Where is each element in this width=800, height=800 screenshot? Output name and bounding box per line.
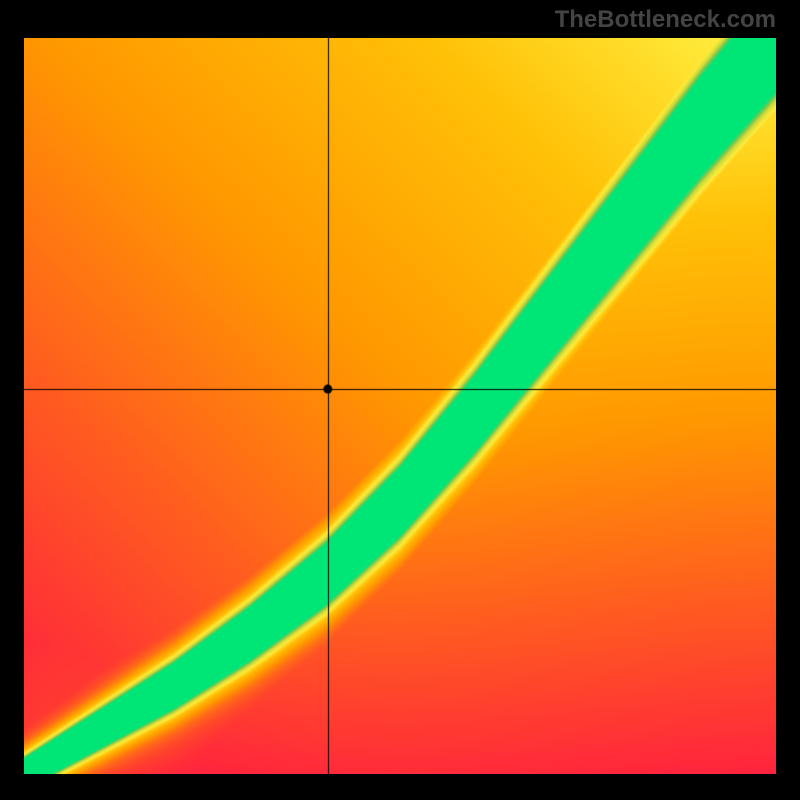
watermark-text: TheBottleneck.com: [555, 6, 776, 34]
heatmap-plot-area: [24, 38, 776, 774]
heatmap-canvas: [24, 38, 776, 774]
